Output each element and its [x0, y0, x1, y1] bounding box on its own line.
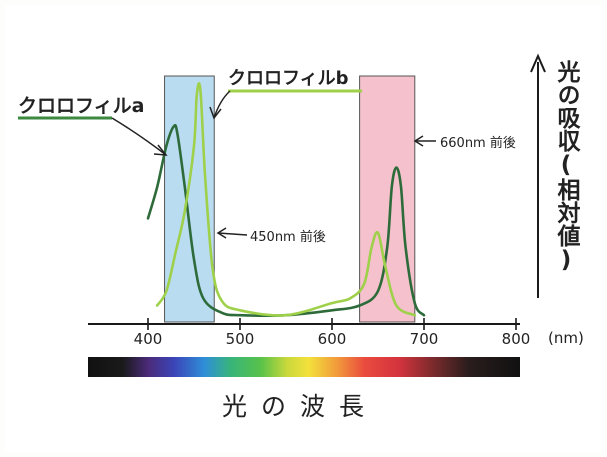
x-tick-label-700: 700	[410, 330, 439, 348]
pointer-chlorophyll-b-head	[209, 106, 222, 120]
x-tick-label-800: 800	[502, 330, 531, 348]
label-chlorophyll-a: クロロフィルa	[18, 95, 144, 117]
pointer-chlorophyll-a-head	[153, 144, 168, 156]
label-chlorophyll-b: クロロフィルb	[228, 68, 349, 89]
x-tick-label-600: 600	[318, 330, 347, 348]
y-axis-arrowhead	[530, 53, 546, 73]
x-axis-title: 光の波長	[222, 392, 378, 421]
pointer-450-head	[216, 227, 227, 239]
x-unit-label: (nm)	[548, 329, 584, 347]
y-axis-label: 光の吸収(相対値)	[553, 60, 582, 273]
spectrum-bar	[88, 357, 520, 377]
pointer-450	[217, 232, 248, 236]
wavelength-band-1	[359, 75, 416, 323]
annotation-660: 660nm 前後	[440, 135, 516, 151]
drawing-frame	[5, 5, 602, 452]
series-line-chlorophyll-b	[155, 82, 417, 317]
x-tick-label-400: 400	[134, 330, 163, 348]
pointer-660-head	[413, 135, 424, 147]
annotation-450: 450nm 前後	[250, 229, 326, 245]
x-tick-label-500: 500	[226, 330, 255, 348]
pointer-chlorophyll-b	[213, 90, 231, 119]
pointer-chlorophyll-a	[111, 117, 167, 156]
